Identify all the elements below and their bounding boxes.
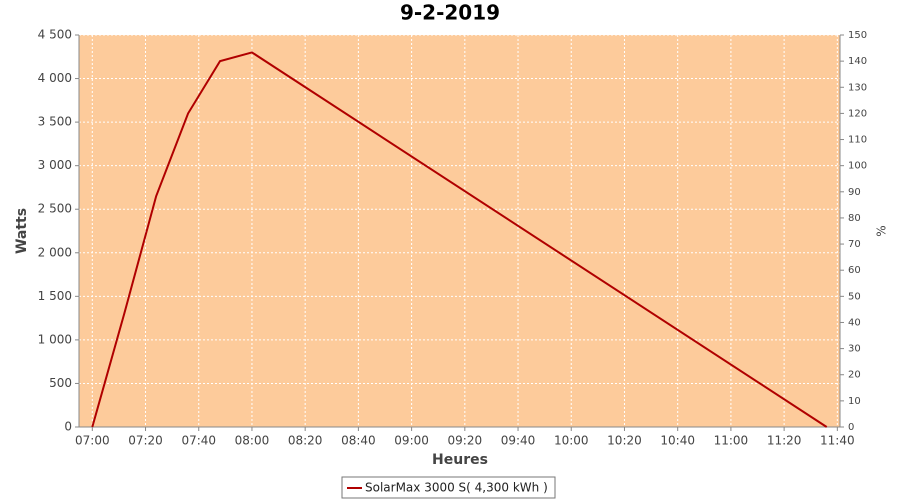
x-tick-label: 08:00: [235, 434, 270, 448]
legend: [341, 476, 556, 499]
x-tick-label: 10:00: [554, 434, 589, 448]
x-tick-label: 10:20: [607, 434, 642, 448]
y2-tick-label: 0: [848, 422, 854, 433]
y2-tick-label: 20: [848, 370, 861, 381]
y-tick-label: 1 500: [38, 289, 72, 303]
y-tick-label: 0: [64, 420, 72, 434]
y2-axis-label: %: [875, 225, 889, 236]
y2-tick-label: 110: [848, 135, 867, 146]
y2-tick-label: 140: [848, 56, 867, 67]
y-axis-label: Watts: [14, 208, 30, 254]
y2-tick-label: 90: [848, 187, 861, 198]
x-tick-label: 07:40: [181, 434, 216, 448]
y-tick-label: 3 500: [38, 115, 72, 129]
x-tick-label: 07:00: [75, 434, 110, 448]
y2-tick-label: 50: [848, 291, 861, 302]
y2-tick-label: 70: [848, 239, 861, 250]
y-tick-label: 2 000: [38, 245, 72, 259]
series-line: [91, 51, 828, 428]
y2-tick-label: 100: [848, 161, 867, 172]
y-tick-label: 500: [49, 376, 72, 390]
y2-tick-label: 120: [848, 108, 867, 119]
x-tick-label: 09:20: [448, 434, 483, 448]
x-tick-label: 11:20: [767, 434, 802, 448]
y-tick-label: 3 000: [38, 158, 72, 172]
y2-tick-label: 60: [848, 265, 861, 276]
x-tick-label: 10:40: [660, 434, 695, 448]
x-tick-label: 08:20: [288, 434, 323, 448]
x-tick-label: 11:00: [714, 434, 749, 448]
y2-tick-label: 30: [848, 344, 861, 355]
x-tick-label: 08:40: [341, 434, 376, 448]
x-tick-label: 09:40: [501, 434, 536, 448]
y-tick-label: 1 000: [38, 332, 72, 346]
y2-tick-label: 10: [848, 396, 861, 407]
y2-tick-label: 130: [848, 82, 867, 93]
x-axis-label: Heures: [432, 452, 488, 468]
y-tick-label: 4 500: [38, 28, 72, 42]
y2-tick-label: 80: [848, 213, 861, 224]
x-tick-label: 11:40: [820, 434, 855, 448]
y2-tick-label: 150: [848, 30, 867, 41]
y-tick-label: 4 000: [38, 71, 72, 85]
y2-tick-label: 40: [848, 317, 861, 328]
chart-title: 9-2-2019: [400, 1, 500, 25]
plot-area: [79, 35, 840, 427]
y-tick-label: 2 500: [38, 202, 72, 216]
x-tick-label: 09:00: [394, 434, 429, 448]
x-tick-label: 07:20: [128, 434, 163, 448]
legend-label: SolarMax 3000 S( 4,300 kWh ): [365, 481, 548, 495]
